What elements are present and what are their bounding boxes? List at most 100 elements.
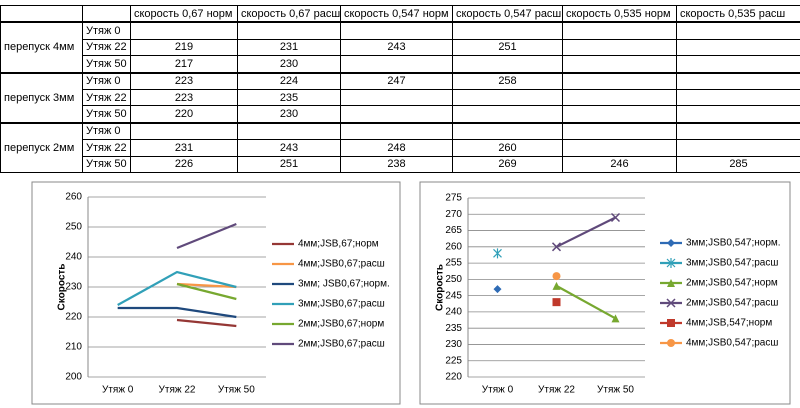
marker: [493, 285, 502, 294]
cell: [452, 21, 563, 40]
marker: [610, 212, 621, 223]
cell: [676, 71, 800, 90]
series-line: [176, 318, 237, 328]
legend-label: 3мм;JSB0,547;расш: [686, 258, 778, 269]
column-header: скорость 0,67 норм: [130, 5, 238, 23]
cell: 217: [130, 55, 238, 74]
y-tick-label: 230: [65, 282, 82, 293]
cell: 223: [130, 88, 238, 107]
cell: [676, 38, 800, 57]
cell: 260: [452, 139, 563, 157]
marker: [611, 314, 620, 323]
y-tick-label: 210: [65, 342, 82, 353]
cell: [562, 55, 677, 74]
cell: 231: [237, 38, 341, 57]
group-label: перепуск 4мм: [0, 21, 83, 74]
y-tick-label: 240: [445, 307, 462, 318]
cell: [0, 5, 83, 23]
cell: 230: [237, 55, 341, 74]
y-tick-label: 270: [445, 209, 462, 220]
cell: 285: [676, 155, 800, 173]
marker: [666, 258, 676, 268]
marker: [493, 248, 502, 259]
y-tick-label: 265: [445, 225, 462, 236]
cell: [452, 121, 563, 141]
x-tick-label: Утяж 50: [218, 385, 255, 396]
legend-label: 4мм;JSB0,67;расш: [298, 259, 385, 270]
marker: [667, 339, 675, 347]
marker: [552, 281, 561, 290]
cell: [237, 21, 341, 40]
cell: [676, 121, 800, 141]
y-tick-label: 220: [65, 312, 82, 323]
cell: [562, 21, 677, 40]
cell: 238: [340, 155, 453, 173]
row-label: Утяж 50: [82, 155, 131, 173]
y-tick-label: 275: [445, 193, 462, 204]
series-line: [117, 270, 237, 306]
column-header: скорость 0,67 расш: [237, 5, 341, 23]
cell: [676, 105, 800, 124]
cell: [340, 88, 453, 107]
cell: 248: [340, 139, 453, 157]
x-tick-label: Утяж 22: [538, 385, 575, 396]
cell: [562, 121, 677, 141]
x-tick-label: Утяж 22: [159, 385, 196, 396]
series-line: [176, 282, 237, 301]
data-table: скорость 0,67 норм скорость 0,67 расш скор…: [0, 5, 800, 173]
cell: 247: [340, 71, 453, 90]
cell: [562, 139, 677, 157]
y-tick-label: 240: [65, 252, 82, 263]
column-header: скорость 0,547 норм: [340, 5, 453, 23]
x-tick-label: Утяж 0: [482, 385, 514, 396]
cell: [562, 38, 677, 57]
group-label: перепуск 3мм: [0, 71, 83, 124]
cell: 246: [562, 155, 677, 173]
cell: [676, 139, 800, 157]
y-tick-label: 200: [65, 372, 82, 383]
cell: 243: [237, 139, 341, 157]
row-label: Утяж 50: [82, 55, 131, 74]
cell: [340, 121, 453, 141]
row-label: Утяж 0: [82, 121, 131, 141]
legend-label: 2мм;JSB0,547;норм: [686, 278, 778, 289]
row-label: Утяж 50: [82, 105, 131, 124]
cell: 243: [340, 38, 453, 57]
cell: [340, 21, 453, 40]
row-label: Утяж 0: [82, 21, 131, 40]
legend-label: 2мм;JSB0,67;расш: [298, 339, 385, 350]
cell: [82, 5, 131, 23]
charts: 200 210 220 230 240 250 260 Скорость Утяж 0 Утяж …: [31, 181, 791, 405]
cell: 251: [452, 38, 563, 57]
cell: [237, 121, 341, 141]
x-tick-label: Утяж 0: [102, 385, 134, 396]
legend-label: 2мм;JSB0,67;норм: [298, 319, 384, 330]
cell: 220: [130, 105, 238, 124]
row-label: Утяж 22: [82, 88, 131, 107]
cell: [340, 55, 453, 74]
column-header: скорость 0,535 расш: [676, 5, 800, 23]
cell: [676, 21, 800, 40]
legend-label: 3мм; JSB0,67;норм.: [298, 279, 390, 290]
cell: [676, 88, 800, 107]
cell: [452, 55, 563, 74]
cell: [452, 88, 563, 107]
cell: 231: [130, 139, 238, 157]
row-label: Утяж 22: [82, 38, 131, 57]
group-label: перепуск 2мм: [0, 121, 83, 173]
row-label: Утяж 0: [82, 71, 131, 90]
marker: [667, 319, 675, 327]
y-tick-label: 250: [65, 222, 82, 233]
chart-frame: [419, 181, 791, 405]
marker: [551, 242, 562, 252]
y-tick-label: 235: [445, 323, 462, 334]
cell: [340, 105, 453, 124]
series-line: [117, 306, 237, 319]
column-header: скорость 0,547 расш: [452, 5, 563, 23]
y-axis-label: Скорость: [57, 264, 68, 311]
marker: [667, 279, 675, 287]
y-tick-label: 260: [65, 192, 82, 203]
cell: [130, 121, 238, 141]
marker: [667, 239, 675, 247]
